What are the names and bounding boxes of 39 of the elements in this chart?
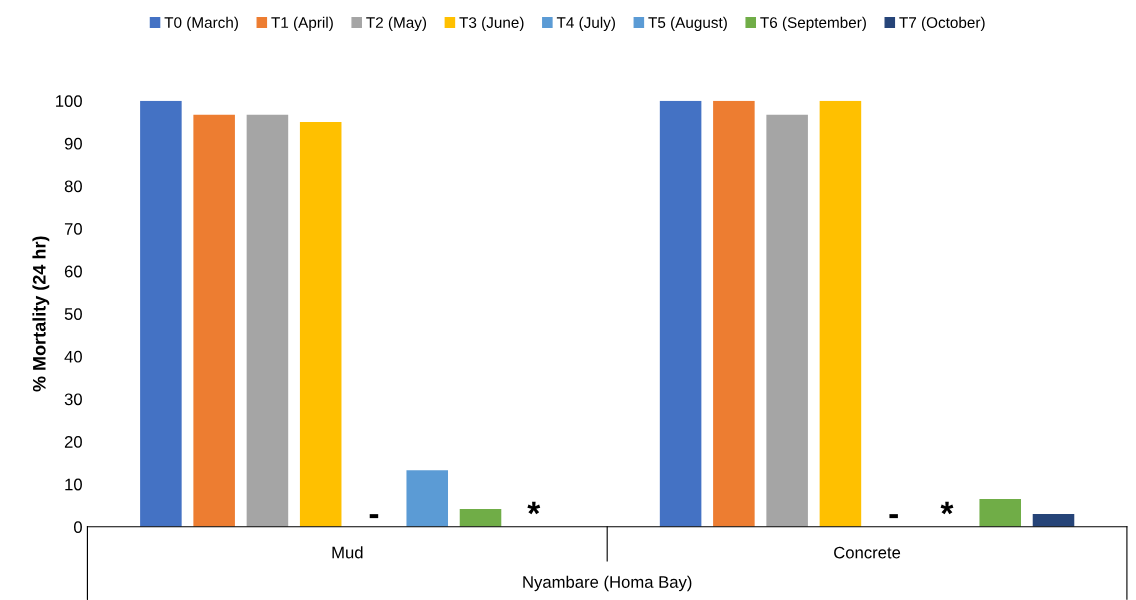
legend-label: T1 (April): [271, 16, 333, 31]
bar: [766, 114, 808, 527]
legend-label: T3 (June): [459, 16, 524, 31]
y-tick-label: 50: [64, 308, 82, 320]
x-axis-title: Nyambare (Homa Bay): [523, 575, 692, 592]
text: -: [369, 514, 379, 519]
y-tick-label: 90: [64, 137, 82, 150]
bar: [246, 114, 289, 527]
y-tick-label: 60: [64, 265, 82, 278]
legend-label: T2 (May): [366, 16, 427, 31]
legend-label: T5 (August): [648, 16, 727, 31]
bar: [819, 100, 862, 527]
bar: [406, 470, 449, 527]
legend-label: T6 (September): [760, 16, 866, 31]
y-axis-title: % Mortality (24 hr): [32, 236, 50, 392]
legend-label: T0 (March): [164, 16, 238, 31]
bar: [459, 508, 502, 527]
y-tick-label: 10: [65, 478, 82, 491]
y-tick-label: 30: [64, 393, 82, 406]
y-tick-label: 70: [64, 223, 82, 235]
bar: [193, 114, 235, 527]
text: -: [889, 514, 898, 519]
y-tick-label: 80: [64, 180, 82, 193]
y-tick-label: 0: [73, 521, 82, 533]
bar: [299, 122, 342, 527]
legend-label: T7 (October): [899, 16, 985, 31]
bar: [979, 499, 1022, 527]
text: *: [527, 501, 541, 515]
y-tick-label: 20: [64, 436, 82, 448]
y-tick-label: 40: [64, 350, 82, 363]
text: *: [940, 501, 954, 515]
bar: [659, 100, 702, 527]
y-tick-label: 100: [56, 95, 82, 107]
legend-label: T4 (July): [556, 16, 615, 31]
bar: [713, 100, 755, 527]
x-tick-label: Concrete: [834, 546, 901, 559]
bar: [140, 100, 182, 527]
x-tick-label: Mud: [332, 546, 363, 559]
bar: [1032, 514, 1075, 527]
